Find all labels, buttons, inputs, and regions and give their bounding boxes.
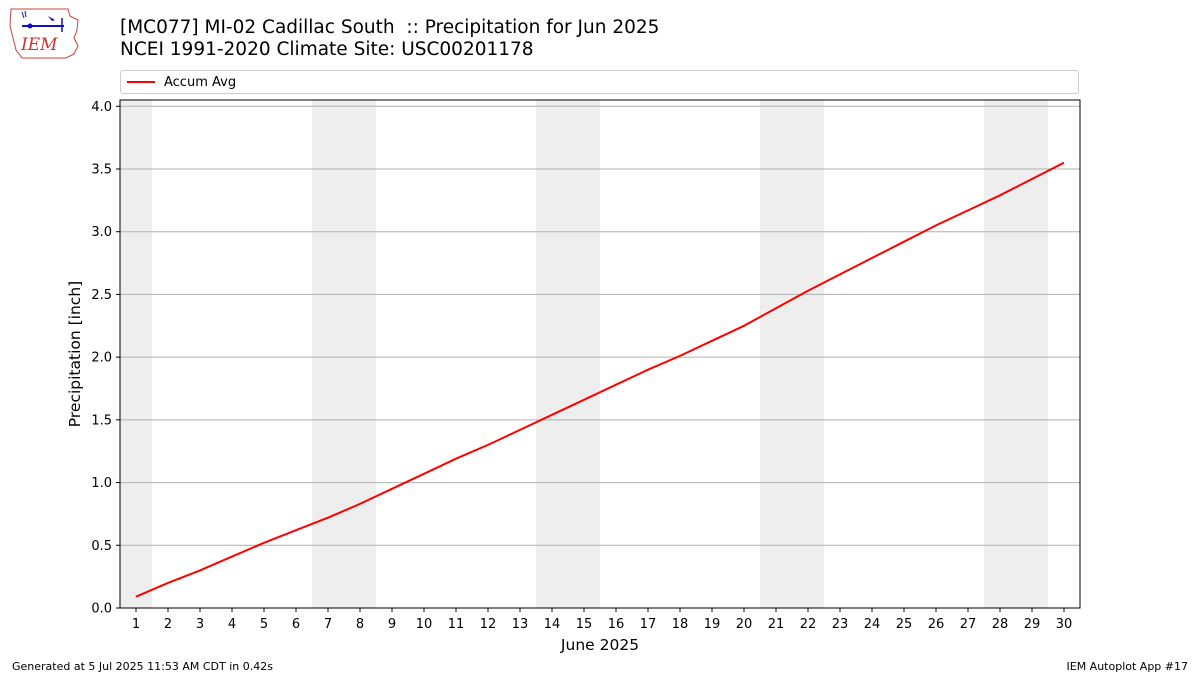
y-tick-label: 0.5 [91,539,112,554]
footer-app-text: IEM Autoplot App #17 [1066,660,1189,673]
x-tick-label: 20 [736,617,753,632]
x-tick-label: 27 [960,617,977,632]
x-tick-label: 25 [896,617,913,632]
x-tick-label: 12 [480,617,497,632]
y-tick-label: 2.5 [91,288,112,303]
series-line-accum-avg [135,161,1065,598]
x-tick-label: 3 [196,617,204,632]
x-tick-label: 28 [992,617,1009,632]
legend: Accum Avg [120,70,1079,94]
y-tick-label: 1.5 [91,413,112,428]
y-tick-label: 3.5 [91,162,112,177]
x-tick-label: 24 [864,617,881,632]
x-tick-label: 5 [260,617,268,632]
x-tick-label: 29 [1024,617,1041,632]
x-tick-label: 15 [576,617,593,632]
y-tick-label: 0.0 [91,602,112,617]
logo-text: IEM [20,35,58,55]
weekend-shade [760,100,824,608]
chart-title: [MC077] MI-02 Cadillac South :: Precipit… [120,17,660,38]
weekend-shade [120,100,152,608]
x-tick-label: 17 [640,617,657,632]
x-tick-label: 6 [292,617,300,632]
x-tick-label: 8 [356,617,364,632]
x-tick-label: 16 [608,617,625,632]
legend-swatch [127,81,155,83]
y-tick-label: 2.0 [91,351,112,366]
weekend-shade [984,100,1048,608]
x-tick-label: 11 [448,617,465,632]
legend-label: Accum Avg [164,75,237,90]
y-tick-label: 3.0 [91,225,112,240]
footer-generated-text: Generated at 5 Jul 2025 11:53 AM CDT in … [12,660,273,673]
x-tick-label: 7 [324,617,332,632]
x-tick-label: 21 [768,617,785,632]
x-tick-label: 9 [388,617,396,632]
x-tick-label: 4 [228,617,236,632]
plot-frame [119,99,1081,609]
x-tick-label: 30 [1056,617,1073,632]
x-tick-label: 26 [928,617,945,632]
y-tick-label: 4.0 [91,100,112,115]
x-tick-label: 14 [544,617,561,632]
weekend-shade [536,100,600,608]
x-tick-label: 22 [800,617,817,632]
weekend-shade [312,100,376,608]
x-axis-label: June 2025 [560,636,639,654]
y-tick-label: 1.0 [91,476,112,491]
chart-subtitle: NCEI 1991-2020 Climate Site: USC00201178 [120,39,534,60]
x-tick-label: 19 [704,617,721,632]
x-tick-label: 2 [164,617,172,632]
y-axis-label: Precipitation [inch] [66,281,84,427]
x-tick-label: 10 [416,617,433,632]
x-tick-label: 23 [832,617,849,632]
iem-logo: IEM [9,8,79,59]
x-tick-label: 1 [132,617,140,632]
x-tick-label: 13 [512,617,529,632]
x-tick-label: 18 [672,617,689,632]
